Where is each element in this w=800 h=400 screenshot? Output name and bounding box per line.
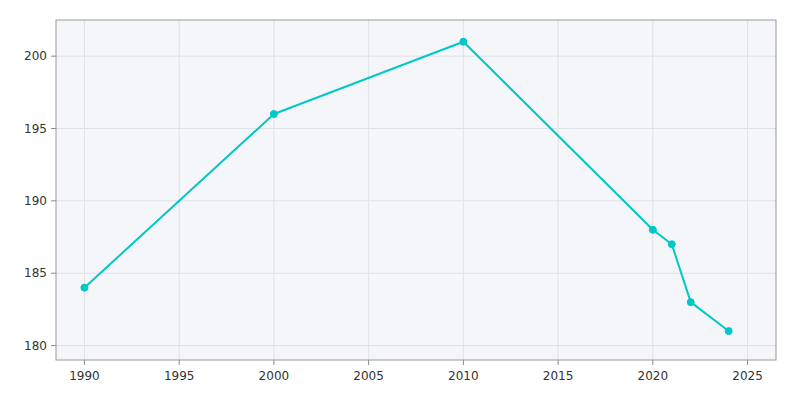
x-tick <box>368 360 369 365</box>
chart: 1990 1995 2000 2005 2010 2015 2020 2025 180 185 19… <box>0 0 800 400</box>
y-tick-label: 195 <box>24 122 47 136</box>
x-grid-line <box>747 20 748 360</box>
axes: 1990 1995 2000 2005 2010 2015 2020 2025 180 185 19… <box>24 49 763 383</box>
x-grid-line <box>84 20 85 360</box>
x-tick-label: 2010 <box>448 369 479 383</box>
x-tick <box>84 360 85 365</box>
x-tick-label: 1995 <box>164 369 195 383</box>
x-tick <box>747 360 748 365</box>
x-grid-line <box>652 20 653 360</box>
y-tick <box>51 56 56 57</box>
x-grid-line <box>273 20 274 360</box>
point <box>687 299 694 306</box>
y-grid-line <box>56 200 776 201</box>
series <box>81 38 732 334</box>
y-tick <box>51 345 56 346</box>
point <box>725 328 732 335</box>
point <box>270 111 277 118</box>
y-tick <box>51 273 56 274</box>
x-tick-label: 2025 <box>732 369 763 383</box>
point <box>460 38 467 45</box>
x-tick-label: 2005 <box>353 369 384 383</box>
y-tick <box>51 128 56 129</box>
x-tick-label: 2020 <box>638 369 669 383</box>
x-grid-line <box>179 20 180 360</box>
y-tick-label: 200 <box>24 49 47 63</box>
x-grid-line <box>368 20 369 360</box>
y-grid-line <box>56 345 776 346</box>
y-tick-label: 190 <box>24 194 47 208</box>
y-grid-line <box>56 128 776 129</box>
line <box>84 42 728 331</box>
grid <box>56 20 776 360</box>
y-tick-label: 185 <box>24 266 47 280</box>
x-tick <box>652 360 653 365</box>
x-grid-line <box>463 20 464 360</box>
y-grid-line <box>56 273 776 274</box>
x-tick-label: 2015 <box>543 369 574 383</box>
point <box>668 241 675 248</box>
plot-frame <box>56 20 776 360</box>
x-tick <box>273 360 274 365</box>
plot-background <box>56 20 776 360</box>
point <box>649 226 656 233</box>
x-tick-label: 1990 <box>69 369 100 383</box>
x-tick <box>179 360 180 365</box>
y-tick <box>51 200 56 201</box>
y-grid-line <box>56 56 776 57</box>
x-grid-line <box>558 20 559 360</box>
y-tick-label: 180 <box>24 339 47 353</box>
x-tick <box>463 360 464 365</box>
x-tick-label: 2000 <box>259 369 290 383</box>
point <box>81 284 88 291</box>
x-tick <box>558 360 559 365</box>
